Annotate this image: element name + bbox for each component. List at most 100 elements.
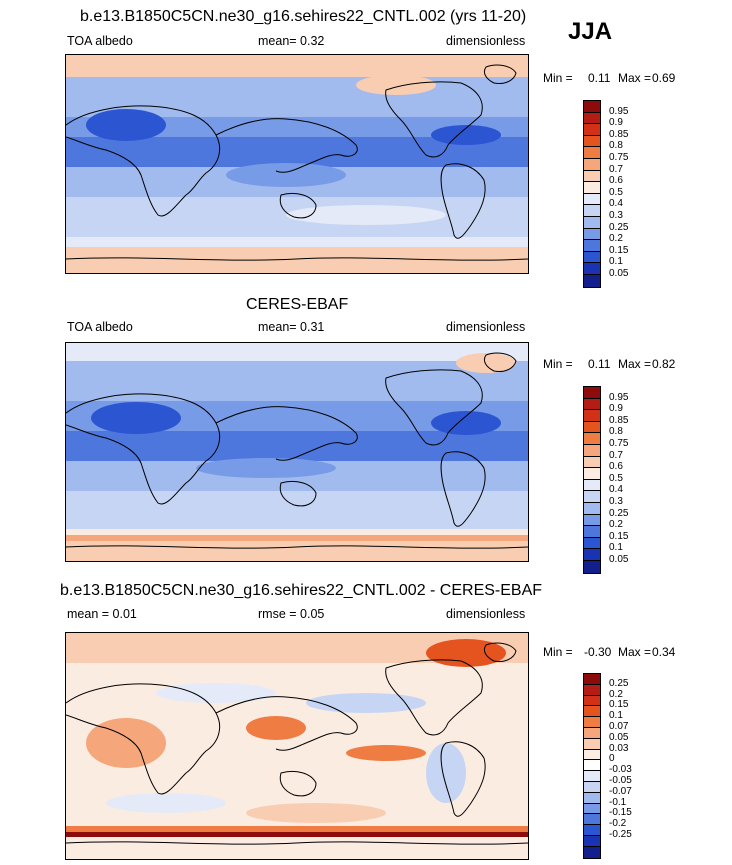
colorbar-box <box>584 674 600 685</box>
colorbar-tick-label: 0.2 <box>609 519 623 531</box>
colorbar-box <box>584 135 600 148</box>
colorbar-tick-label: 0.8 <box>609 426 623 438</box>
colorbar-tick-label: 0.3 <box>609 496 623 507</box>
colorbar-tick-label: 0.05 <box>609 268 629 279</box>
panel1-map <box>65 54 529 274</box>
panel2-map-field <box>66 343 528 561</box>
colorbar-tick-label: 0.75 <box>609 152 629 163</box>
colorbar-tick-label: 0.1 <box>609 256 623 268</box>
panel1-max-label: Max = <box>618 71 652 85</box>
panel1-map-field <box>66 55 528 273</box>
colorbar-tick-label: -0.05 <box>609 775 632 786</box>
panel1-mean-label: mean= 0.32 <box>258 34 325 48</box>
panel2-min-value: 0.11 <box>588 357 611 371</box>
colorbar-box <box>584 147 600 159</box>
colorbar-box <box>584 433 600 445</box>
colorbar-tick-label: -0.25 <box>609 829 632 840</box>
colorbar-box <box>584 526 600 538</box>
colorbar-tick-label: 0.03 <box>609 742 629 754</box>
colorbar-box <box>584 781 600 793</box>
colorbar-tick-label: 0.15 <box>609 530 629 542</box>
panel2-max-value: 0.82 <box>652 357 676 371</box>
colorbar-box <box>584 456 600 469</box>
colorbar-tick-label: 0.4 <box>609 484 623 496</box>
colorbar-box <box>584 514 600 527</box>
colorbar-box <box>584 684 600 696</box>
colorbar-box <box>584 771 600 782</box>
panel2-min-label: Min = <box>543 357 573 371</box>
colorbar-tick-label: 0.95 <box>609 391 629 403</box>
colorbar-box <box>584 112 600 125</box>
colorbar-tick-label: 0.5 <box>609 186 623 198</box>
colorbar-tick-label: 0.7 <box>609 163 623 175</box>
panel1-title: b.e13.B1850C5CN.ne30_g16.sehires22_CNTL.… <box>80 8 527 25</box>
colorbar-box <box>584 760 600 772</box>
colorbar-box <box>584 387 600 399</box>
colorbar-tick-label: -0.03 <box>609 764 632 776</box>
colorbar-box <box>584 410 600 422</box>
panel1-units-label: dimensionless <box>446 34 526 48</box>
colorbar-tick-label: -0.07 <box>609 785 632 797</box>
panel3-max-label: Max = <box>618 645 652 659</box>
colorbar-tick-label: 0.15 <box>609 699 629 711</box>
colorbar-tick-label: 0 <box>609 753 615 765</box>
colorbar-tick-label: 0.2 <box>609 233 623 245</box>
colorbar-tick-label: 0.6 <box>609 461 623 473</box>
panel3-rmse-label: rmse = 0.05 <box>258 607 325 621</box>
colorbar-tick-label: 0.25 <box>609 507 629 519</box>
panel2-max-label: Max = <box>618 357 652 371</box>
panel3-min-label: Min = <box>543 645 573 659</box>
panel2-variable-label: TOA albedo <box>67 320 133 334</box>
colorbar-tick-label: 0.25 <box>609 677 629 689</box>
colorbar-tick-label: -0.1 <box>609 796 627 808</box>
panel1-min-label: Min = <box>543 71 573 85</box>
colorbar-box <box>584 479 600 492</box>
colorbar-tick-label: 0.8 <box>609 140 623 152</box>
colorbar-tick-label: 0.07 <box>609 721 629 732</box>
panel3-colorbar <box>583 673 601 859</box>
season-label: JJA <box>568 18 613 45</box>
colorbar-box <box>584 421 600 434</box>
colorbar-box <box>584 240 600 252</box>
panel3-max-value: 0.34 <box>652 645 676 659</box>
colorbar-box <box>584 835 600 847</box>
colorbar-box <box>584 825 600 836</box>
colorbar-box <box>584 727 600 739</box>
colorbar-box <box>584 560 600 573</box>
colorbar-tick-label: 0.7 <box>609 449 623 461</box>
colorbar-tick-label: 0.6 <box>609 175 623 187</box>
colorbar-box <box>584 274 600 287</box>
colorbar-tick-label: 0.75 <box>609 438 629 449</box>
colorbar-box <box>584 444 600 457</box>
colorbar-box <box>584 468 600 480</box>
colorbar-box <box>584 251 600 264</box>
colorbar-tick-label: 0.2 <box>609 688 623 700</box>
colorbar-tick-label: 0.05 <box>609 554 629 565</box>
colorbar-tick-label: -0.2 <box>609 818 627 830</box>
panel2-title: CERES-EBAF <box>246 296 349 313</box>
colorbar-box <box>584 549 600 561</box>
colorbar-tick-label: 0.4 <box>609 198 623 210</box>
colorbar-box <box>584 182 600 194</box>
colorbar-box <box>584 398 600 411</box>
colorbar-box <box>584 803 600 815</box>
colorbar-tick-label: 0.05 <box>609 731 629 743</box>
colorbar-box <box>584 706 600 718</box>
panel1-min-value: 0.11 <box>588 71 611 85</box>
colorbar-box <box>584 717 600 728</box>
panel3-units-label: dimensionless <box>446 607 526 621</box>
panel2-mean-label: mean= 0.31 <box>258 320 325 334</box>
panel2-map <box>65 342 529 562</box>
colorbar-box <box>584 170 600 183</box>
colorbar-box <box>584 205 600 217</box>
colorbar-box <box>584 792 600 804</box>
colorbar-tick-label: 0.85 <box>609 414 629 426</box>
colorbar-tick-label: 0.15 <box>609 244 629 256</box>
colorbar-box <box>584 263 600 275</box>
colorbar-tick-label: 0.85 <box>609 128 629 140</box>
colorbar-tick-label: 0.25 <box>609 221 629 233</box>
colorbar-tick-label: 0.1 <box>609 710 623 722</box>
panel2-colorbar <box>583 386 601 574</box>
colorbar-tick-label: 0.9 <box>609 117 623 129</box>
colorbar-box <box>584 846 600 858</box>
